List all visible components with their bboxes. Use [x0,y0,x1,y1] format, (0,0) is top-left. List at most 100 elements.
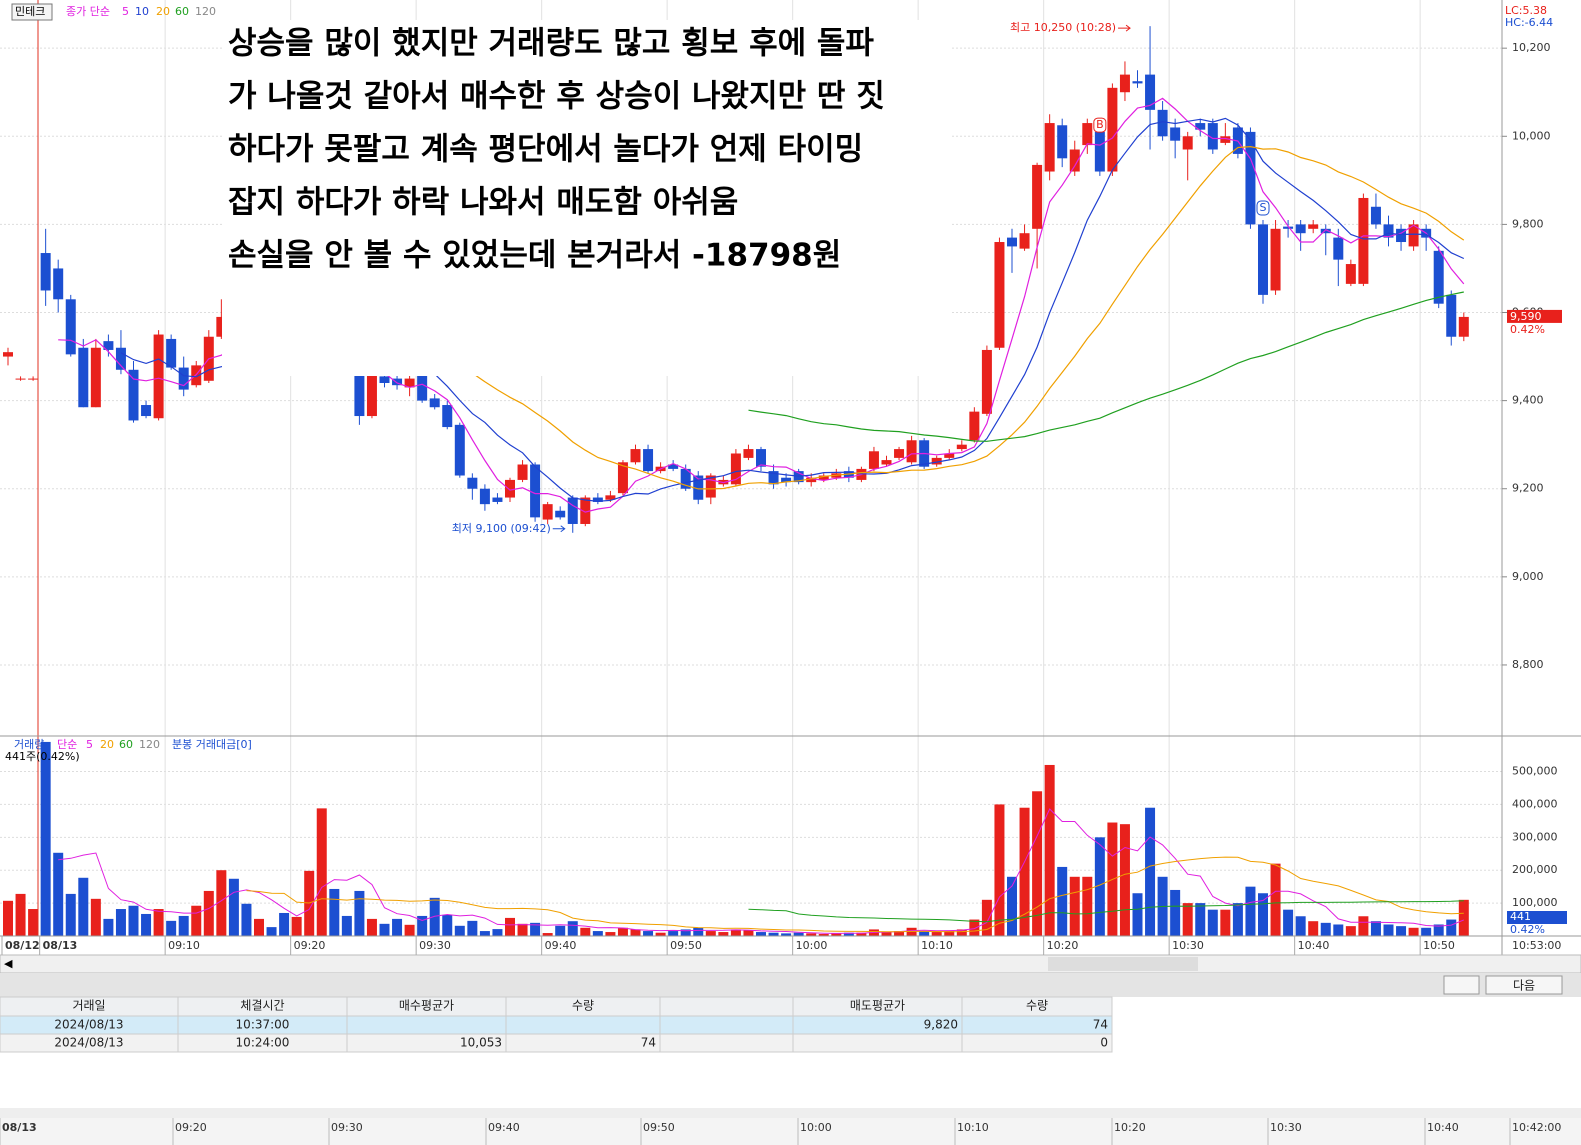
volume-bar [1044,764,1055,936]
ma-line [748,291,1464,442]
legend-period: 120 [195,5,216,18]
candle-body [868,451,879,469]
volume-bar [730,929,741,936]
volume-bar [128,905,139,936]
volume-bar [555,925,566,936]
current-change: 0.42% [1510,323,1545,336]
candle-body [354,374,365,417]
x-tick-label: 10:10 [921,939,953,952]
volume-bar [517,923,528,936]
overview-label: 10:00 [800,1121,832,1134]
volume-bar [191,905,202,936]
overview-axis [0,1118,1581,1145]
candle-body [1320,228,1331,234]
x-tick-label: 09:40 [545,939,577,952]
candle-body [1007,237,1017,247]
candle-body [28,378,39,380]
table-row [0,1033,1113,1053]
note-line: 하다가 못팔고 계속 평단에서 놀다가 언제 타이밍 [228,132,863,168]
candle-body [956,444,967,450]
overview-label: 09:20 [175,1121,207,1134]
candle-body [680,468,691,489]
ma-line [58,808,1464,934]
candle-body [1019,233,1030,249]
note-box [222,20,952,376]
table-header: 수량 [572,999,594,1013]
volume-bar [1019,807,1030,936]
y-tick-label: 8,800 [1512,658,1544,671]
candle-body [592,497,603,502]
note-line: 가 나올것 같아서 매수한 후 상승이 나왔지만 딴 짓 [228,79,885,115]
ma-line [246,856,1464,933]
table-cell: 74 [1093,1018,1108,1032]
volume-bar [705,931,716,936]
candle-body [743,449,754,458]
volume-bar [203,890,214,936]
volume-bar [919,931,930,936]
settings-button[interactable] [1443,975,1480,995]
volume-bar [1370,921,1381,936]
volume-bar [756,932,766,936]
volume-bar [166,920,177,936]
current-volume-change: 0.42% [1510,923,1545,936]
volume-bar [881,932,892,936]
volume-bar [28,909,39,936]
candle-body [567,497,578,524]
overview-label: 10:40 [1427,1121,1459,1134]
scroll-thumb[interactable] [1048,957,1198,971]
candle-body [442,405,453,428]
trade-marker-label: B [1096,118,1104,131]
candle-body [366,374,377,417]
candle-body [1383,224,1394,238]
volume-bar [605,932,616,936]
table-cell: 74 [641,1036,656,1050]
volume-bar [53,852,64,936]
candle-body [166,338,177,368]
next-label[interactable]: 다음 [1513,979,1535,993]
volume-bar [1094,837,1105,936]
candle-body [981,349,992,414]
volume-bar [15,893,26,936]
y-tick-label: 9,800 [1512,217,1544,230]
bottom-scrollbar[interactable] [0,1108,1581,1118]
volume-bar [1433,924,1444,936]
candle-body [65,299,76,355]
legend-label: 단순 [57,738,77,751]
volume-bar [668,931,679,936]
candle-body [881,460,892,465]
candle-body [15,378,26,380]
volume-bar [1182,903,1193,936]
scroll-left[interactable]: ◀ [4,957,13,970]
time-label: 10:53:00 [1512,939,1561,952]
candle-body [668,464,679,469]
volume-bar [479,931,490,936]
candle-body [1119,74,1130,93]
hc-label: HC:-6.44 [1505,16,1553,29]
table-header: 수량 [1026,999,1048,1013]
candle-body [1396,228,1407,243]
price-panel [3,26,1469,533]
volume-bar [379,923,390,936]
table-cell: 10,053 [460,1036,502,1050]
volume-bar [1258,893,1268,936]
candle-body [1094,131,1105,172]
volume-bar [505,917,515,936]
volume-bar [241,903,252,936]
legend-period: 60 [119,738,133,751]
scrollbar[interactable] [0,954,1581,974]
table-cell: 10:37:00 [236,1018,290,1032]
candle-body [505,479,515,498]
volume-bar [1032,791,1043,936]
overview-label: 09:30 [331,1121,363,1134]
legend-label: 분봉 거래대금[0] [172,738,252,751]
table-header: 체결시간 [240,999,284,1013]
current-volume: 441 [1510,910,1531,923]
note-line: 손실을 안 볼 수 있었는데 본거라서 -18798원 [228,238,841,274]
candle-body [768,471,779,485]
next-button[interactable] [1485,975,1563,995]
table-cell: 2024/08/13 [54,1018,123,1032]
x-tick-label: 08/13 [43,939,78,952]
candle-body [103,341,114,350]
note-line: 잡지 하다가 하락 나와서 매도함 아쉬움 [228,185,738,221]
lc-label: LC:5.38 [1505,4,1547,17]
